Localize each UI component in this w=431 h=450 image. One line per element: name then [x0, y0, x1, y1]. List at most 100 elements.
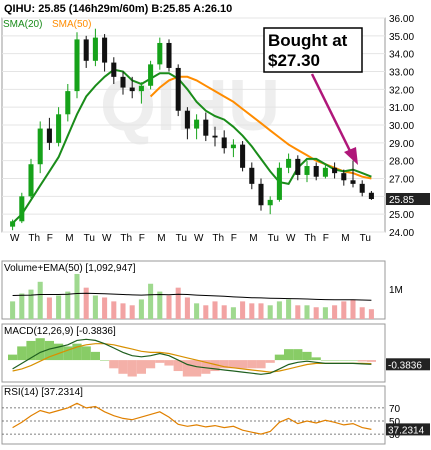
volume-bar [304, 305, 310, 319]
candle-body [267, 199, 273, 206]
macd-histogram-bar [330, 360, 340, 361]
macd-title: MACD(12,26,9) [-0.3836] [4, 326, 116, 337]
volume-bar [368, 309, 374, 319]
macd-histogram-bar [173, 360, 183, 372]
rsi-title: RSI(14) [37.2314] [4, 387, 83, 398]
volume-bar [28, 289, 34, 319]
volume-bar [83, 287, 89, 319]
volume-bar [175, 287, 181, 319]
x-tick-label: Tu [176, 233, 187, 244]
macd-histogram-bar [155, 360, 165, 363]
macd-histogram-bar [63, 346, 73, 361]
macd-signal-path [12, 343, 372, 373]
macd-panel-frame [1, 323, 386, 383]
candle-body [249, 167, 255, 184]
annotation-arrow-line [310, 73, 354, 156]
candle-body [368, 192, 374, 200]
x-tick-label: Tu [84, 233, 95, 244]
macd-histogram-bar [210, 360, 220, 372]
last-price-box [386, 193, 430, 206]
x-tick-label: W [286, 233, 296, 244]
volume-bar [212, 301, 218, 319]
candle-body [258, 183, 264, 206]
macd-histogram-bar [182, 360, 192, 377]
candle-body [28, 164, 34, 197]
candle-body [322, 167, 328, 177]
x-tick-label: M [341, 233, 349, 244]
macd-histogram-bar [219, 360, 229, 369]
macd-histogram-bar [26, 340, 36, 361]
volume-tick-1m: 1M [389, 285, 403, 296]
chart-title: QIHU: 25.85 (146h29m/60m) B:25.85 A:26.1… [4, 3, 232, 15]
volume-bar [74, 273, 80, 319]
price-y-tick: 27.00 [389, 175, 414, 186]
sma50-legend: SMA(50) [52, 19, 91, 30]
candle-body [129, 87, 135, 92]
candle-body [46, 128, 52, 143]
price-y-tick: 34.00 [389, 50, 414, 61]
macd-histogram-bar [228, 360, 238, 369]
macd-histogram-bar [357, 360, 367, 362]
volume-bar [65, 291, 71, 319]
macd-histogram-bar [35, 338, 45, 361]
macd-histogram-bar [192, 360, 202, 377]
volume-bar [120, 303, 126, 319]
rsi-path [12, 402, 372, 435]
candle-body [230, 144, 236, 149]
candle-body [286, 158, 292, 168]
rsi-grid: 70 50 30 [2, 404, 401, 441]
volume-bar [102, 297, 108, 319]
x-tick-label: Th [120, 233, 132, 244]
sma20-legend: SMA(20) [3, 19, 42, 30]
candle-body [111, 62, 117, 77]
volume-bar [313, 307, 319, 319]
volume-ema-line [12, 292, 372, 301]
rsi-y-tick: 30 [389, 430, 401, 441]
candle-body [157, 42, 163, 65]
macd-value-box [386, 358, 430, 371]
macd-histogram-bar [247, 360, 257, 369]
x-tick-label: F [139, 233, 145, 244]
candle-body [240, 144, 246, 168]
macd-histogram-bar [72, 343, 82, 361]
last-price-tag: 25.85 [386, 193, 430, 206]
volume-bar [194, 303, 200, 319]
volume-bar [230, 307, 236, 319]
x-tick-label: Th [28, 233, 40, 244]
macd-histogram-bar [146, 360, 156, 369]
candle-body [37, 128, 43, 165]
rsi-y-tick: 70 [389, 404, 401, 415]
volume-title: Volume+EMA(50) [1,092,947] [4, 263, 136, 274]
macd-line-path [12, 338, 372, 375]
macd-histogram-bar [90, 351, 100, 361]
price-y-tick: 36.00 [389, 14, 414, 25]
volume-bar [203, 305, 209, 319]
x-tick-label: Th [304, 233, 316, 244]
candle-body [313, 166, 319, 177]
x-tick-label: Th [212, 233, 224, 244]
rsi-value-box [386, 423, 430, 436]
volume-bar [184, 297, 190, 319]
volume-bar [157, 291, 163, 319]
annotation-line2: $27.30 [268, 51, 320, 70]
candle-body [304, 166, 310, 175]
sma20-line [11, 68, 372, 224]
candle-body [148, 64, 154, 86]
macd-histogram-bar [293, 349, 303, 361]
volume-bar [295, 305, 301, 319]
macd-histogram-bar [265, 360, 275, 363]
volume-bar [359, 307, 365, 319]
candle-body [184, 110, 190, 129]
x-tick-label: W [10, 233, 20, 244]
x-tick-label: M [157, 233, 165, 244]
candle-body [102, 37, 108, 63]
macd-value-tag: -0.3836 [386, 358, 430, 371]
candle-body [56, 114, 62, 143]
volume-bar [10, 301, 16, 319]
candle-body [221, 137, 227, 149]
macd-histogram-bar [274, 354, 284, 361]
macd-histogram-bar [100, 360, 110, 361]
volume-bar [37, 281, 43, 319]
